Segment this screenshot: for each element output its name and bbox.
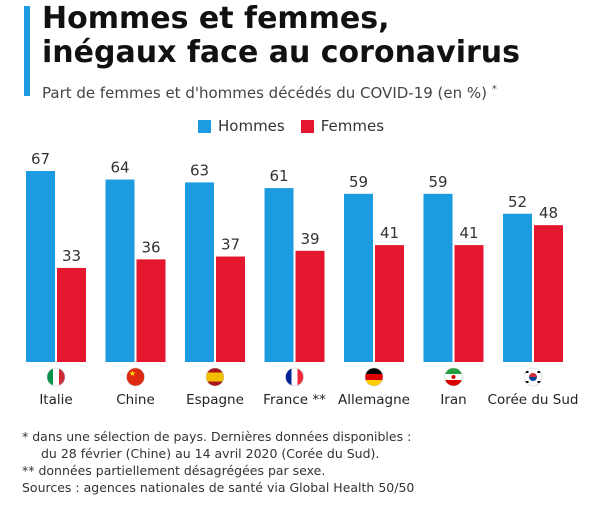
- data-label-femmes: 39: [300, 230, 319, 248]
- footnotes: * dans une sélection de pays. Dernières …: [22, 428, 414, 496]
- bar-hommes: [264, 188, 294, 362]
- chart-subtitle: Part de femmes et d'hommes décédés du CO…: [42, 84, 497, 102]
- iran-flag-icon: [444, 367, 463, 387]
- chart-title-line2: inégaux face au coronavirus: [42, 35, 521, 70]
- france-flag-icon: [285, 367, 304, 387]
- category-label: Chine: [116, 392, 155, 408]
- chart-subtitle-text: Part de femmes et d'hommes décédés du CO…: [42, 84, 488, 102]
- legend-item-femmes: Femmes: [300, 117, 385, 135]
- data-label-hommes: 59: [349, 173, 368, 191]
- data-label-hommes: 61: [269, 167, 288, 185]
- bar-hommes: [185, 182, 214, 362]
- bar-hommes: [423, 193, 453, 362]
- bar-femmes: [375, 245, 404, 362]
- category-label: Allemagne: [338, 392, 410, 408]
- bar-hommes: [105, 179, 135, 362]
- south-korea-flag-icon: [523, 367, 543, 387]
- data-label-femmes: 33: [62, 247, 81, 265]
- bar-chart: 67 33 Italie 64 36 ★ Chine 63 37 Espagne 61 39 Franc…: [26, 150, 579, 408]
- data-label-hommes: 67: [31, 150, 50, 168]
- legend-item-hommes: Hommes: [198, 117, 285, 135]
- bar-hommes: [344, 193, 373, 362]
- category-label: France **: [263, 392, 326, 408]
- bar-femmes: [57, 267, 86, 362]
- data-label-femmes: 37: [221, 236, 240, 254]
- spain-flag-icon: [205, 367, 225, 387]
- chart-title-line1: Hommes et femmes,: [42, 1, 390, 36]
- chart-title: Hommes et femmes, inégaux face au corona…: [42, 2, 520, 70]
- data-label-femmes: 48: [539, 204, 558, 222]
- bar-femmes: [136, 259, 166, 362]
- sources: Sources : agences nationales de santé vi…: [22, 480, 415, 495]
- footnote-2: ** données partiellement désagrégées par…: [22, 463, 326, 478]
- footnote-1-line-1: * dans une sélection de pays. Dernières …: [22, 429, 412, 444]
- bar-hommes: [26, 171, 55, 362]
- category-label: Iran: [440, 392, 466, 408]
- legend-label-hommes: Hommes: [218, 117, 285, 135]
- category-label: Corée du Sud: [488, 392, 579, 408]
- legend-swatch-hommes: [198, 119, 211, 133]
- data-label-hommes: 52: [508, 193, 527, 211]
- data-label-hommes: 59: [428, 173, 447, 191]
- legend-swatch-femmes: [300, 119, 314, 133]
- bar-femmes: [534, 225, 563, 362]
- title-accent-bar: [24, 6, 30, 96]
- china-flag-icon: ★: [126, 367, 145, 387]
- italy-flag-icon: [46, 367, 66, 387]
- subtitle-footnote-mark: *: [491, 84, 497, 95]
- bar-femmes: [295, 250, 325, 362]
- data-label-femmes: 41: [459, 224, 478, 242]
- data-label-femmes: 41: [380, 224, 399, 242]
- data-label-hommes: 63: [190, 161, 209, 179]
- bar-femmes: [216, 256, 245, 362]
- category-label: Espagne: [186, 392, 244, 408]
- footnote-1-line-2: du 28 février (Chine) au 14 avril 2020 (…: [41, 446, 380, 461]
- legend-label-femmes: Femmes: [320, 117, 385, 135]
- germany-flag-icon: [364, 367, 384, 387]
- category-label: Italie: [39, 392, 72, 408]
- data-label-femmes: 36: [141, 238, 160, 256]
- legend: Hommes Femmes: [198, 117, 400, 135]
- bar-hommes: [503, 213, 532, 362]
- bar-femmes: [454, 245, 484, 362]
- data-label-hommes: 64: [110, 159, 129, 177]
- svg-text:★: ★: [129, 369, 136, 378]
